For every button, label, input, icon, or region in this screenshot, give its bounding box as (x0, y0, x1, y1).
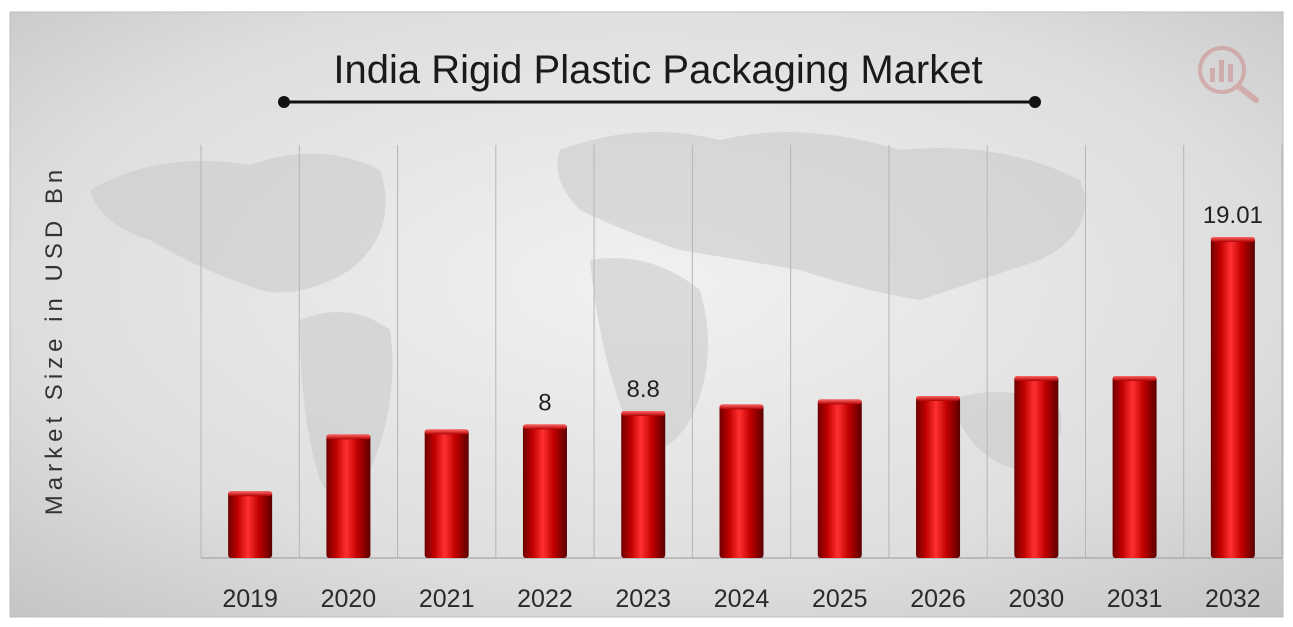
bar-body (916, 396, 961, 558)
data-label-2022: 8 (538, 389, 551, 416)
bar-2023 (621, 411, 666, 558)
data-label-2023: 8.8 (627, 376, 660, 403)
bar-2031 (1112, 375, 1157, 558)
bar-body (817, 399, 862, 558)
bar-body (1112, 375, 1157, 558)
x-tick-label: 2019 (222, 585, 278, 613)
bar-cap (1210, 237, 1255, 242)
bar-cap (228, 491, 273, 497)
bar-2020 (326, 434, 371, 558)
x-tick-label: 2024 (714, 585, 770, 613)
grid-lines (200, 145, 1283, 559)
bar-cap (719, 404, 764, 410)
x-tick-label: 2031 (1107, 585, 1163, 613)
bar-body (621, 411, 666, 558)
bar-2021 (424, 429, 469, 558)
bar-cap (916, 396, 961, 402)
x-tick-label: 2025 (812, 585, 868, 613)
bar-cap (522, 424, 567, 430)
bar-cap (1014, 375, 1059, 381)
logo-icon (1198, 46, 1259, 103)
bar-cap (817, 399, 862, 405)
y-axis-label: Market Size in USD Bn (41, 165, 68, 515)
bar-cap (621, 411, 666, 417)
x-tick-label: 2021 (419, 585, 475, 613)
bar-2026 (916, 396, 961, 558)
x-tick-label: 2023 (615, 585, 671, 613)
data-label-2032: 19.01 (1203, 202, 1263, 229)
data-labels: 8 8.8 19.01 (538, 202, 1263, 416)
x-tick-label: 2030 (1009, 585, 1065, 613)
bar-body (522, 424, 567, 558)
bar-body (1014, 375, 1059, 558)
title-underline (278, 96, 1041, 108)
bar-2022 (522, 424, 567, 558)
bar-cap (326, 434, 371, 440)
bar-2024 (719, 404, 764, 558)
x-tick-label: 2022 (517, 585, 573, 613)
bar-2025 (817, 399, 862, 558)
bar-2019 (228, 491, 273, 558)
bar-body (228, 491, 273, 558)
x-tick-label: 2020 (321, 585, 377, 613)
bar-body (719, 404, 764, 558)
bar-body (1210, 237, 1255, 558)
bars (228, 237, 1255, 558)
bar-2032 (1210, 237, 1255, 558)
bar-2030 (1014, 375, 1059, 558)
bar-cap (424, 429, 469, 435)
x-tick-label: 2032 (1205, 585, 1261, 613)
bar-body (326, 434, 371, 558)
x-tick-label: 2026 (910, 585, 966, 613)
chart-title: India Rigid Plastic Packaging Market (333, 48, 982, 92)
bar-cap (1112, 375, 1157, 381)
bar-body (424, 429, 469, 558)
x-tick-labels: 2019 2020 2021 2022 2023 2024 2025 2026 2030 2031… (222, 585, 1260, 613)
